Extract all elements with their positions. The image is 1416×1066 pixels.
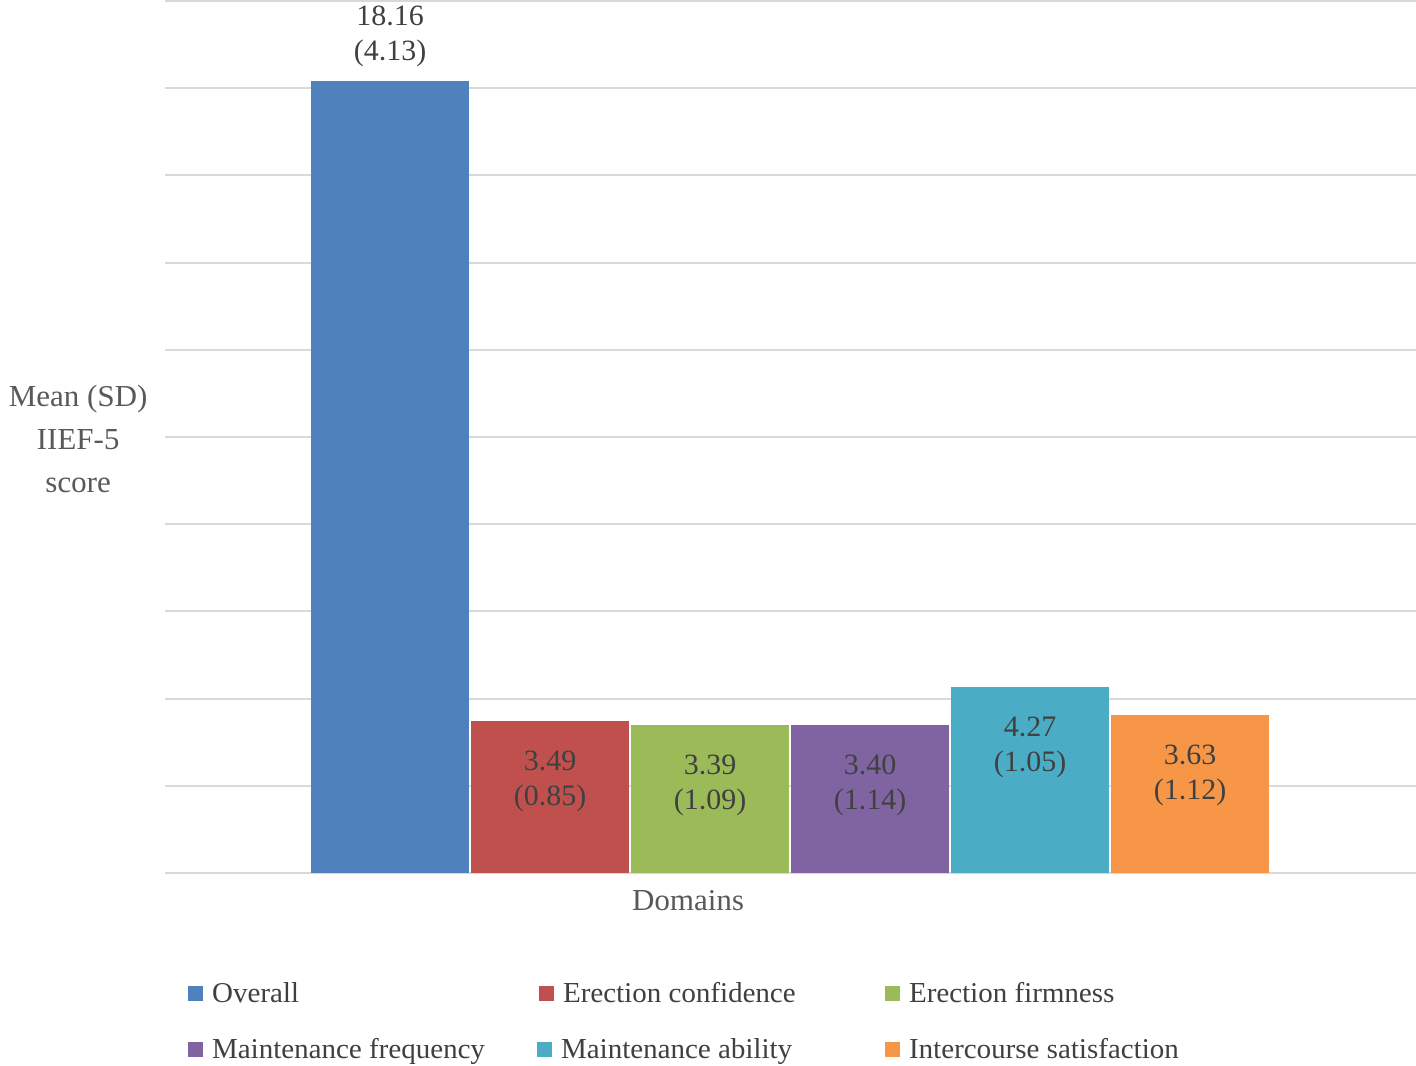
legend-item-erection-firmness: Erection firmness (885, 976, 1115, 1009)
bar-maintenance-frequency (791, 725, 949, 873)
y-axis-title-line-3: score (45, 464, 111, 499)
legend-swatch-icon (188, 1041, 203, 1057)
gridline-y-20 (165, 0, 1416, 2)
bar-intercourse-satisfaction (1111, 715, 1269, 873)
x-axis-title: Domains (632, 882, 744, 917)
y-axis-title-line-2: IIEF-5 (36, 421, 120, 456)
bar-maintenance-ability (951, 687, 1109, 873)
gridline-y-8 (165, 523, 1416, 525)
legend-item-intercourse-satisfaction: Intercourse satisfaction (885, 1032, 1179, 1065)
y-axis-title: Mean (SD) IIEF-5 score (0, 374, 156, 503)
legend-swatch-icon (885, 985, 900, 1001)
legend-swatch-icon (188, 985, 203, 1001)
data-label-overall: 18.16 (4.13) (353, 0, 427, 67)
gridline-y-18 (165, 87, 1416, 89)
gridline-y-6 (165, 610, 1416, 612)
bar-erection-firmness (631, 725, 789, 873)
data-label-maintenance-frequency: 3.40 (1.14) (833, 748, 907, 816)
bar-overall (311, 81, 469, 873)
legend-swatch-icon (539, 985, 554, 1001)
legend-item-maintenance-ability: Maintenance ability (537, 1032, 793, 1065)
gridline-y-12 (165, 349, 1416, 351)
legend-label: Maintenance ability (561, 1032, 793, 1065)
gridline-y-16 (165, 174, 1416, 176)
y-axis-title-line-1: Mean (SD) (8, 378, 148, 413)
legend-swatch-icon (885, 1041, 900, 1057)
data-label-maintenance-ability: 4.27 (1.05) (993, 710, 1067, 778)
legend-item-overall: Overall (188, 976, 299, 1009)
legend-label: Intercourse satisfaction (909, 1032, 1179, 1065)
bar-erection-confidence (471, 721, 629, 873)
legend-swatch-icon (537, 1041, 552, 1057)
gridline-y-10 (165, 436, 1416, 438)
gridline-y-14 (165, 262, 1416, 264)
legend-label: Erection confidence (563, 976, 796, 1009)
legend-item-erection-confidence: Erection confidence (539, 976, 796, 1009)
legend-label: Overall (212, 976, 299, 1009)
gridline-y-4 (165, 698, 1416, 700)
gridline-y-0 (165, 872, 1416, 874)
data-label-erection-firmness: 3.39 (1.09) (673, 748, 747, 816)
legend-item-maintenance-frequency: Maintenance frequency (188, 1032, 485, 1065)
data-label-intercourse-satisfaction: 3.63 (1.12) (1153, 738, 1227, 806)
data-label-erection-confidence: 3.49 (0.85) (513, 744, 587, 812)
legend-label: Erection firmness (909, 976, 1115, 1009)
gridline-y-2 (165, 785, 1416, 787)
legend-label: Maintenance frequency (212, 1032, 485, 1065)
